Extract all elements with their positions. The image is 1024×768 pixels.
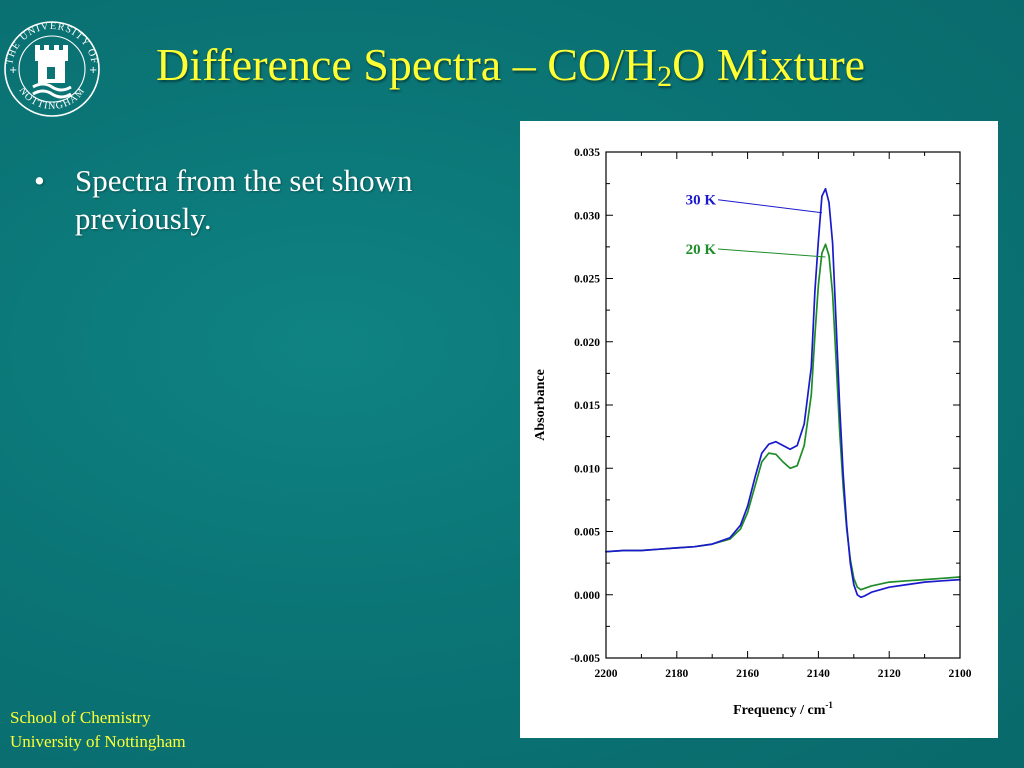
y-tick-label: 0.005: [574, 527, 600, 539]
series-annotations: 30 K 20 K: [686, 193, 826, 258]
footer-line-school: School of Chemistry: [10, 708, 151, 727]
bullet-list: • Spectra from the set shown previously.: [32, 162, 482, 238]
y-tick-label: 0.025: [574, 274, 600, 286]
annotation-leader-line: [717, 199, 823, 214]
series-line-20k: [605, 243, 961, 591]
annotation-label-20k: 20 K: [686, 242, 717, 258]
x-tick-label: 2180: [665, 668, 688, 680]
y-axis-title: Absorbance: [533, 369, 548, 441]
x-tick-label: 2100: [949, 668, 972, 680]
x-tick-label: 2120: [878, 668, 901, 680]
x-axis-title-superscript: -1: [825, 700, 833, 710]
title-text-end: O Mixture: [672, 39, 866, 90]
series-line-30k: [605, 187, 961, 599]
logo-outer-ring: [4, 21, 100, 117]
castle-icon: [32, 45, 72, 99]
footer: School of Chemistry University of Nottin…: [10, 706, 186, 754]
university-logo: THE UNIVERSITY OF NOTTINGHAM + +: [4, 21, 100, 117]
y-tick-label: 0.020: [574, 337, 600, 349]
x-tick-label: 2140: [807, 668, 830, 680]
absorbance-chart: 2200 2180 2160 2140 2120 2100 -0.005 0.000 0.005…: [533, 147, 972, 718]
slide-title: Difference Spectra – CO/H2O Mixture: [156, 39, 866, 93]
y-tick-label: 0.035: [574, 147, 600, 159]
x-axis-title: Frequency / cm-1: [733, 700, 833, 718]
y-tick-label: 0.000: [574, 590, 600, 602]
logo-cross-left: +: [9, 65, 17, 76]
title-text-main: Difference Spectra – CO/H: [156, 39, 658, 90]
x-axis-title-text: Frequency / cm: [733, 703, 826, 718]
x-tick-label: 2160: [736, 668, 759, 680]
series-lines: [605, 187, 961, 599]
footer-line-university: University of Nottingham: [10, 732, 186, 751]
y-tick-label: -0.005: [570, 653, 600, 665]
annotation-label-30k: 30 K: [686, 193, 717, 209]
x-tick-label: 2200: [595, 668, 618, 680]
axis-tick-labels: 2200 2180 2160 2140 2120 2100 -0.005 0.000 0.005…: [570, 147, 971, 680]
logo-inner-ring: [18, 35, 86, 103]
title-subscript: 2: [657, 60, 673, 93]
axis-ticks: [605, 151, 961, 659]
y-tick-label: 0.030: [574, 210, 600, 222]
annotation-leader-line: [717, 248, 826, 258]
logo-cross-right: +: [89, 65, 97, 76]
plot-frame: [605, 151, 961, 659]
bullet-item: • Spectra from the set shown previously.: [32, 162, 482, 238]
chart-panel: 2200 2180 2160 2140 2120 2100 -0.005 0.000 0.005…: [520, 121, 998, 738]
bullet-dot: •: [34, 163, 45, 198]
y-tick-label: 0.015: [574, 400, 600, 412]
y-tick-label: 0.010: [574, 463, 600, 475]
bullet-text: Spectra from the set shown previously.: [75, 163, 413, 236]
